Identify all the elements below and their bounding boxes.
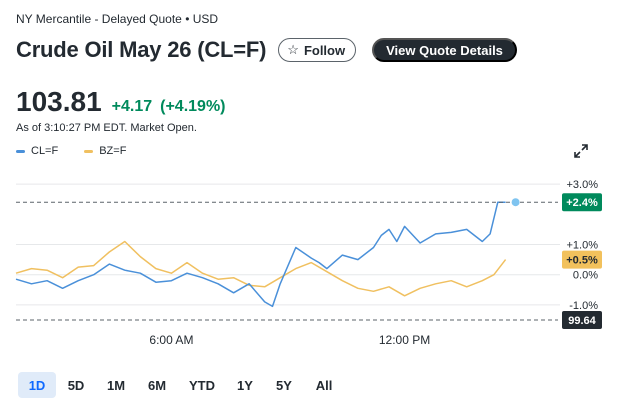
view-quote-details-button[interactable]: View Quote Details [372, 38, 517, 62]
range-1y[interactable]: 1Y [237, 377, 253, 393]
y-tick-label: -1.0% [569, 300, 598, 312]
legend-label-cl: CL=F [31, 145, 59, 157]
legend-item-bz[interactable]: BZ=F [84, 145, 126, 157]
y-tick-label: +1.0% [567, 239, 599, 251]
bz-last-badge: +0.5% [566, 255, 598, 267]
range-1d[interactable]: 1D [18, 372, 56, 398]
range-6m[interactable]: 6M [147, 377, 167, 393]
range-5d[interactable]: 5D [67, 377, 85, 393]
cl-last-badge: +2.4% [566, 197, 598, 209]
range-all[interactable]: All [315, 377, 333, 393]
quote-timestamp: As of 3:10:27 PM EDT. Market Open. [16, 122, 197, 134]
cl-series-line [15, 201, 506, 308]
legend-label-bz: BZ=F [99, 145, 127, 157]
legend-item-cl[interactable]: CL=F [16, 145, 58, 157]
legend-swatch-bz [84, 149, 94, 153]
chart-legend: CL=F BZ=F [16, 145, 152, 157]
follow-button[interactable]: ☆ Follow [278, 38, 357, 62]
bz-series-line [15, 240, 507, 297]
range-ytd[interactable]: YTD [189, 377, 215, 393]
range-1m[interactable]: 1M [106, 377, 126, 393]
quote-change-percent: (+4.19%) [160, 98, 226, 115]
range-5y[interactable]: 5Y [276, 377, 292, 393]
expand-arrows-icon[interactable] [574, 144, 588, 158]
legend-swatch-cl [16, 149, 25, 153]
y-tick-label: +3.0% [567, 179, 599, 191]
range-selector: 1D 5D 1M 6M YTD 1Y 5Y All [18, 372, 344, 398]
y-tick-label: 0.0% [573, 270, 598, 282]
exchange-info: NY Mercantile - Delayed Quote • USD [16, 12, 219, 26]
x-tick-label: 6:00 AM [149, 333, 193, 347]
star-icon: ☆ [287, 42, 299, 57]
cl-last-badge-bg [562, 193, 602, 212]
price-chart[interactable]: +3.0% +1.0% 0.0% -1.0% 6:00 AM 12:00 PM +2.4% +… [0, 160, 619, 350]
quote-summary: 103.81 +4.17 (+4.19%) [16, 86, 226, 118]
x-tick-label: 12:00 PM [379, 333, 430, 347]
cl-last-dot [511, 198, 520, 207]
page-title: Crude Oil May 26 (CL=F) [16, 37, 267, 62]
follow-label: Follow [303, 42, 346, 58]
title-row: Crude Oil May 26 (CL=F) ☆ Follow View Qu… [16, 36, 517, 64]
prev-close-badge-bg [562, 311, 602, 329]
bz-last-badge-bg [562, 250, 602, 269]
quote-price: 103.81 [16, 86, 102, 117]
prev-close-badge: 99.64 [568, 315, 596, 327]
quote-change: +4.17 [111, 98, 153, 115]
